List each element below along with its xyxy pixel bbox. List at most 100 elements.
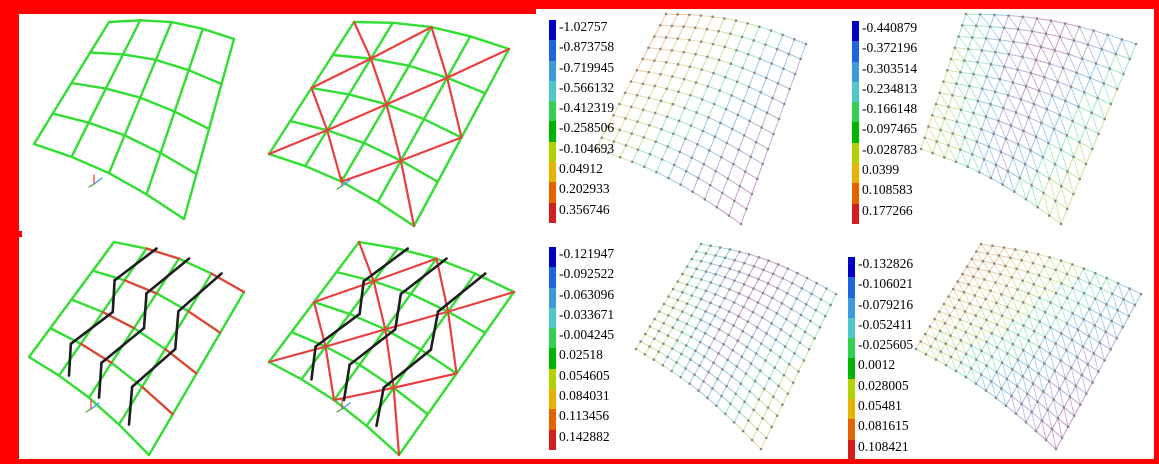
contour-member bbox=[1061, 282, 1074, 289]
contour-member bbox=[691, 258, 702, 262]
contour-member bbox=[967, 48, 983, 51]
contour-member bbox=[655, 128, 662, 143]
contour-member bbox=[996, 371, 1002, 389]
node-point bbox=[624, 117, 627, 120]
contour-member bbox=[1116, 73, 1124, 90]
node-point bbox=[966, 47, 970, 51]
brace-member bbox=[393, 292, 403, 331]
contour-member bbox=[988, 146, 1002, 153]
legend-value: -0.132826 bbox=[858, 256, 914, 271]
contour-member bbox=[1050, 302, 1057, 318]
contour-member bbox=[1001, 293, 1008, 308]
contour-member bbox=[970, 323, 982, 329]
contour-member bbox=[776, 404, 783, 417]
node-point bbox=[787, 52, 791, 56]
node-point bbox=[1072, 414, 1076, 418]
contour-member bbox=[960, 339, 972, 346]
contour-member bbox=[733, 301, 744, 308]
contour-member bbox=[1072, 287, 1085, 294]
contour-member bbox=[991, 356, 998, 373]
node-point bbox=[1003, 65, 1006, 69]
red-frame-top-right bbox=[536, 0, 1159, 9]
contour-member bbox=[944, 106, 949, 119]
contour-member bbox=[772, 263, 779, 275]
contour-member bbox=[777, 82, 791, 90]
contour-member bbox=[1066, 134, 1081, 143]
contour-member bbox=[706, 16, 714, 30]
node-point bbox=[775, 414, 779, 418]
contour-member bbox=[975, 359, 982, 376]
legend-value: -0.079216 bbox=[858, 296, 914, 312]
node-point bbox=[1021, 348, 1025, 352]
contour-member bbox=[699, 341, 710, 349]
contour-member bbox=[1028, 340, 1040, 348]
contour-member bbox=[649, 346, 660, 353]
contour-member bbox=[1028, 103, 1035, 118]
contour-member bbox=[1031, 30, 1042, 48]
contour-member bbox=[1055, 292, 1063, 309]
contour-member bbox=[691, 306, 697, 317]
legend-value: 0.142882 bbox=[559, 428, 610, 444]
node-point bbox=[1085, 392, 1088, 395]
contour-member bbox=[771, 297, 783, 304]
contour-member bbox=[760, 332, 768, 345]
contour-member bbox=[1033, 283, 1046, 289]
node-point bbox=[995, 301, 998, 305]
contour-member bbox=[1021, 403, 1033, 413]
node-point bbox=[1058, 35, 1062, 39]
node-point bbox=[689, 124, 693, 127]
node-point bbox=[984, 389, 988, 392]
contour-member bbox=[1035, 59, 1045, 78]
legend-swatch bbox=[852, 203, 859, 224]
contour-member bbox=[751, 326, 758, 338]
red-frame-bottom bbox=[0, 459, 1159, 464]
node-point bbox=[923, 136, 927, 140]
contour-member bbox=[662, 335, 669, 345]
contour-member bbox=[746, 346, 757, 355]
contour-member bbox=[981, 350, 987, 367]
mesh-member bbox=[369, 21, 394, 60]
contour-member bbox=[1093, 353, 1099, 372]
contour-member bbox=[1009, 248, 1016, 259]
node-point bbox=[666, 334, 670, 337]
contour-member bbox=[1082, 346, 1095, 354]
contour-member bbox=[756, 317, 763, 328]
contour-member bbox=[1001, 338, 1014, 345]
contour-member bbox=[1044, 336, 1051, 354]
node-point bbox=[1006, 93, 1010, 97]
contour-member bbox=[1037, 390, 1044, 403]
node-point bbox=[730, 94, 733, 97]
contour-member bbox=[805, 293, 812, 305]
contour-member bbox=[1053, 398, 1059, 419]
node-point bbox=[954, 347, 958, 350]
legend-swatch bbox=[549, 389, 556, 410]
contour-member bbox=[713, 90, 721, 105]
contour-member bbox=[1067, 415, 1075, 428]
node-point bbox=[1040, 121, 1043, 125]
contour-member bbox=[613, 103, 620, 116]
contour-member bbox=[720, 156, 734, 165]
node-point bbox=[1082, 317, 1085, 321]
contour-member bbox=[658, 351, 669, 358]
node-point bbox=[954, 369, 958, 373]
node-point bbox=[929, 345, 933, 348]
contour-member bbox=[1027, 366, 1040, 375]
node-point bbox=[699, 14, 703, 17]
contour-member bbox=[1101, 48, 1117, 55]
legend-swatch bbox=[549, 202, 556, 223]
contour-member bbox=[782, 53, 790, 70]
contour-member bbox=[1054, 163, 1062, 187]
contour-member bbox=[748, 287, 754, 299]
contour-member bbox=[938, 311, 946, 324]
contour-member bbox=[619, 156, 633, 163]
node-point bbox=[708, 323, 712, 326]
contour-member bbox=[636, 109, 644, 123]
node-point bbox=[758, 25, 761, 29]
contour-member bbox=[624, 117, 638, 123]
node-point bbox=[664, 61, 668, 64]
diagonal-member bbox=[399, 136, 463, 162]
contour-member bbox=[717, 368, 724, 380]
contour-member bbox=[758, 388, 765, 400]
node-point bbox=[1040, 419, 1044, 422]
node-point bbox=[1065, 134, 1069, 137]
